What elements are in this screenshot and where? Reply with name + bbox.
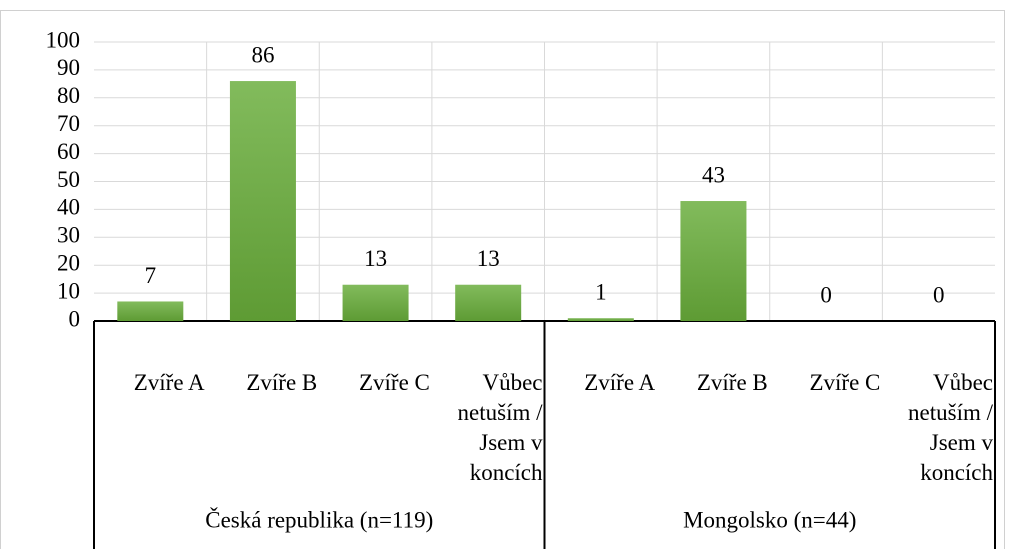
x-tick-label: Zvíře B <box>246 370 318 395</box>
x-tick-label: Zvíře C <box>358 370 430 395</box>
y-tick-label: 0 <box>69 306 81 331</box>
y-tick-label: 30 <box>57 223 80 248</box>
bar <box>229 81 296 321</box>
x-tick-label: Zvíře C <box>809 370 881 395</box>
value-label: 0 <box>820 282 832 307</box>
value-label: 43 <box>702 162 725 187</box>
y-tick-label: 10 <box>57 278 80 303</box>
chart-border <box>0 10 1005 549</box>
value-label: 0 <box>933 282 945 307</box>
x-tick-label: Zvíře B <box>696 370 768 395</box>
y-tick-label: 80 <box>57 83 80 108</box>
y-tick-label: 20 <box>57 250 80 275</box>
value-label: 1 <box>595 279 607 304</box>
bar <box>117 301 184 321</box>
y-tick-label: 100 <box>46 27 81 52</box>
value-label: 13 <box>477 246 500 271</box>
y-tick-label: 50 <box>57 167 80 192</box>
x-tick-label: Vůbec netuším / Jsem v koncích <box>908 370 993 485</box>
value-label: 13 <box>364 246 387 271</box>
bar <box>567 318 634 321</box>
x-tick-label: Zvíře A <box>584 370 656 395</box>
x-tick-label: Vůbec netuším / Jsem v koncích <box>457 370 543 485</box>
group-label: Mongolsko (n=44) <box>683 507 856 532</box>
bar <box>455 284 522 321</box>
bar <box>680 201 747 321</box>
x-tick-label: Zvíře A <box>133 370 205 395</box>
bar <box>342 284 409 321</box>
y-tick-label: 70 <box>57 111 80 136</box>
y-tick-label: 40 <box>57 195 80 220</box>
group-label: Česká republika (n=119) <box>205 506 433 532</box>
value-label: 7 <box>145 263 157 288</box>
y-tick-label: 60 <box>57 139 80 164</box>
y-tick-label: 90 <box>57 55 80 80</box>
value-label: 86 <box>251 42 274 67</box>
